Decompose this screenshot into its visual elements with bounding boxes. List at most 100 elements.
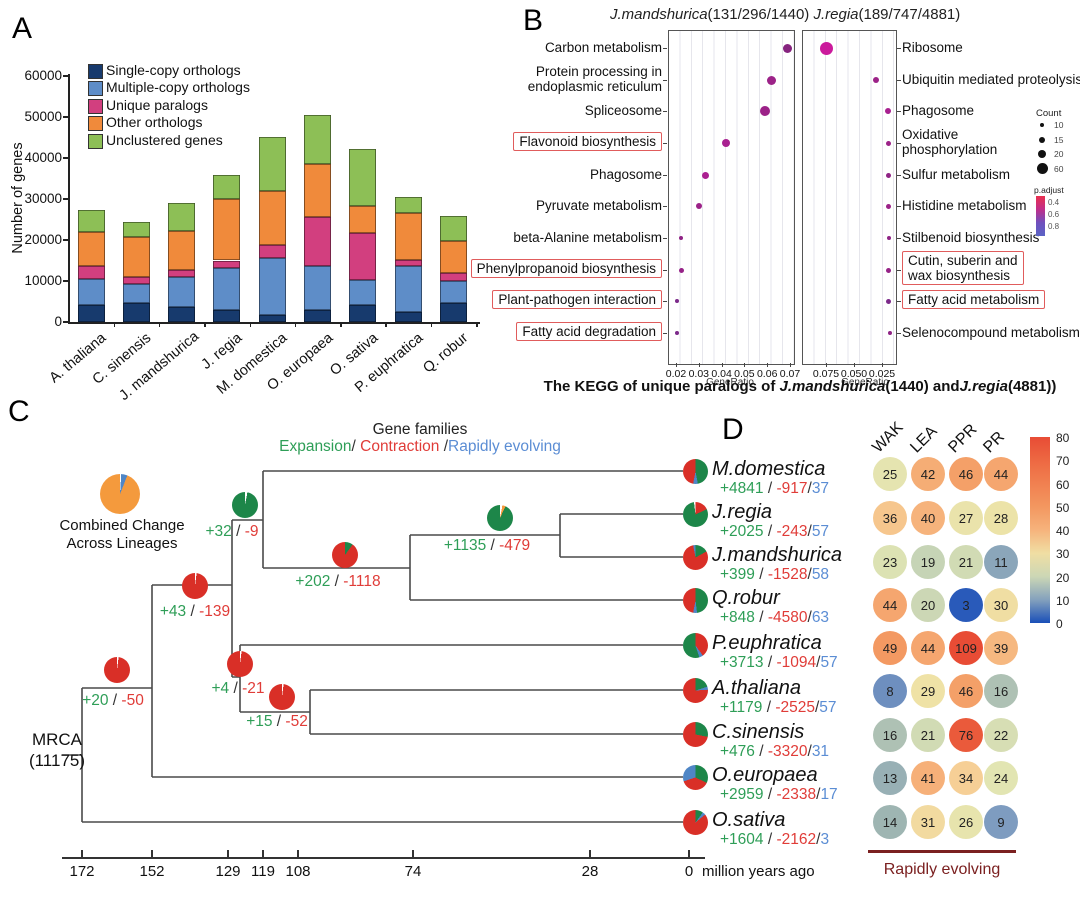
branch-change-part: -52 <box>285 713 308 730</box>
branch-change-label: +43 / -139 <box>135 603 255 621</box>
timeline-tick <box>688 850 690 858</box>
panel-b-kegg-dotplot: B J.mandshurica(131/296/1440) J.regia(18… <box>470 0 1080 400</box>
heatmap-cell-value: 16 <box>882 727 898 743</box>
panel-d-content: WAK LEA PPR PR 25 42 46 44 36 40 27 28 23 19 21 11 44 20 3… <box>715 395 1080 899</box>
panel-d-label: D <box>722 413 744 446</box>
bar-segment <box>122 277 150 285</box>
legend-label: Other orthologs <box>106 114 203 131</box>
bar-segment <box>349 148 377 206</box>
branch-change-part: -9 <box>244 523 259 540</box>
kegg-dot <box>675 331 680 335</box>
bar-segment <box>77 278 105 305</box>
timeline-tick-label: 119 <box>251 863 275 880</box>
x-tick-mark <box>158 322 161 327</box>
y-tick-mark <box>63 116 68 118</box>
species-change-part: +476 <box>720 743 755 760</box>
branch-change-part: +4 <box>211 680 230 697</box>
species-change-part: -2338 <box>776 786 817 803</box>
heatmap-colorbar <box>1030 437 1050 623</box>
heatmap-cell: 21 <box>911 718 945 752</box>
heatmap-cell-value: 19 <box>920 554 936 570</box>
timeline-axis <box>62 857 705 859</box>
legend-swatch <box>88 64 103 79</box>
tree-legend: Expansion/ Contraction /Rapidly evolving <box>270 438 570 456</box>
heatmap-cell: 26 <box>949 805 983 839</box>
legend-swatch <box>88 98 103 114</box>
species-name: J.regia <box>712 501 773 523</box>
tree-legend-part: Expansion <box>279 438 352 455</box>
species-change-part: / <box>763 831 777 848</box>
pathway-label-left: Carbon metabolism <box>544 40 662 55</box>
bar-segment <box>213 174 241 199</box>
heatmap-column-header: PR <box>980 428 1009 457</box>
species-change-values: +476 / -3320/31 <box>720 743 829 761</box>
kegg-dot <box>783 43 793 53</box>
timeline-tick-label: 74 <box>404 863 422 880</box>
row-tick-right <box>897 332 901 334</box>
mrca-count: (11175) <box>28 751 86 770</box>
heatmap-cell-value: 44 <box>993 466 1009 482</box>
heatmap-cell: 20 <box>911 588 945 622</box>
y-tick-mark <box>63 321 68 323</box>
legend-swatch <box>88 133 103 149</box>
species-name: A.thaliana <box>712 677 801 699</box>
phylo-tree-lines <box>62 470 683 823</box>
heatmap-cell-value: 3 <box>962 597 970 613</box>
y-axis-line <box>68 74 70 322</box>
bar-segment <box>77 231 105 266</box>
heatmap-cell: 30 <box>984 588 1018 622</box>
branch-change-label: +1135 / -479 <box>427 537 547 555</box>
heatmap-cell-value: 109 <box>955 640 977 656</box>
timeline-tick-label: 0 <box>684 863 694 880</box>
pathway-label-left: Phagosome <box>589 167 662 182</box>
x-tick-mark <box>676 363 677 367</box>
heatmap-cell: 14 <box>873 805 907 839</box>
heatmap-cell: 29 <box>911 674 945 708</box>
species-change-part: / <box>762 699 776 716</box>
species-name: O.sativa <box>712 809 786 831</box>
colorbar-tick-label: 0 <box>1056 617 1063 631</box>
species-change-part: / <box>814 699 820 716</box>
panel-a-plot-area: 0 10000 20000 30000 40000 50000 60000 A. thalia… <box>0 0 520 404</box>
heatmap-cell: 109 <box>949 631 983 665</box>
kegg-dot <box>767 75 777 85</box>
panel-b-caption-part: (4881)) <box>1007 378 1057 395</box>
species-pie <box>682 501 708 527</box>
panel-b-plot-area: Carbon metabolism Protein processing in en… <box>470 0 1080 400</box>
count-legend-label: 20 <box>1054 149 1064 159</box>
species-change-part: 37 <box>811 480 830 497</box>
pathway-label-left: Protein processing in endoplasmic reticul… <box>527 64 662 94</box>
x-tick-mark <box>430 322 433 327</box>
species-change-part: -1094 <box>776 654 817 671</box>
x-category-label: A. thaliana <box>46 330 110 387</box>
x-category-label: Q. robur <box>420 330 472 377</box>
bar-segment <box>77 265 105 279</box>
bar-segment <box>394 197 422 213</box>
count-legend-title: Count <box>1036 108 1062 119</box>
colorbar-tick-label: 50 <box>1056 500 1070 515</box>
species-name: J.mandshurica <box>712 544 843 566</box>
kegg-dot <box>819 41 833 55</box>
heatmap-cell-value: 24 <box>993 770 1009 786</box>
pathway-label-right: Phagosome <box>902 103 975 118</box>
right-plot-box <box>802 30 897 365</box>
bar-segment <box>168 306 196 322</box>
species-change-part: 31 <box>811 743 830 760</box>
heatmap-cell-value: 22 <box>993 727 1009 743</box>
y-tick-label: 0 <box>54 314 62 329</box>
species-change-part: 58 <box>811 566 830 583</box>
row-tick-left <box>663 205 667 207</box>
timeline-tick <box>412 850 414 858</box>
x-tick-label: 0.02 <box>665 368 687 380</box>
branch-change-label: +32 / -9 <box>172 523 292 541</box>
bar-segment <box>304 114 331 165</box>
pathway-label-left: Fatty acid degradation <box>516 322 662 341</box>
x-tick-mark <box>767 363 769 367</box>
bar-segment <box>258 314 286 322</box>
internal-node-pie <box>227 651 253 677</box>
branch-change-part: -50 <box>121 692 144 709</box>
kegg-dot <box>886 298 892 304</box>
row-tick-right <box>897 79 901 81</box>
heatmap-cell: 31 <box>911 805 945 839</box>
heatmap-cell-value: 42 <box>920 466 936 482</box>
